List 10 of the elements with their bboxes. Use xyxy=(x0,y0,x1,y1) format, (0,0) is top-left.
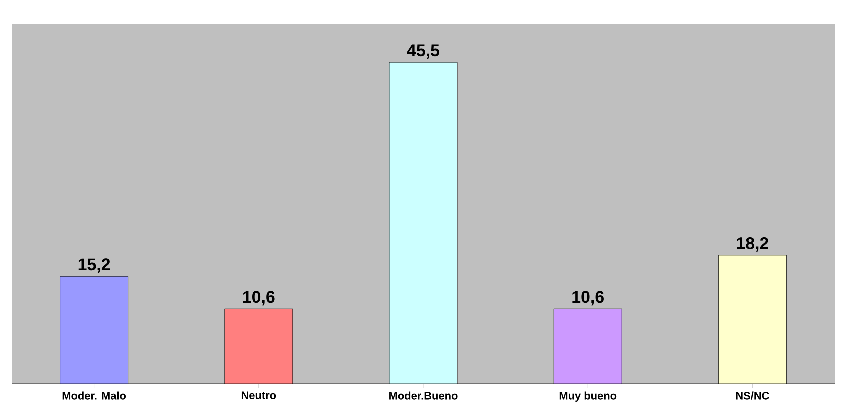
data-label: 10,6 xyxy=(243,291,275,306)
x-tick-label: NS/NC xyxy=(736,392,770,400)
x-tick-label: Moder.Bueno xyxy=(390,392,458,400)
x-tick-label: Moder. Malo xyxy=(62,392,126,400)
data-label: 18,2 xyxy=(737,237,768,252)
data-label: 15,2 xyxy=(78,258,110,274)
x-tick-label: Neutro xyxy=(242,392,276,400)
x-tick-label: Muy bueno xyxy=(560,392,617,402)
data-label: 45,5 xyxy=(407,44,440,60)
data-label: 10,6 xyxy=(572,291,604,306)
